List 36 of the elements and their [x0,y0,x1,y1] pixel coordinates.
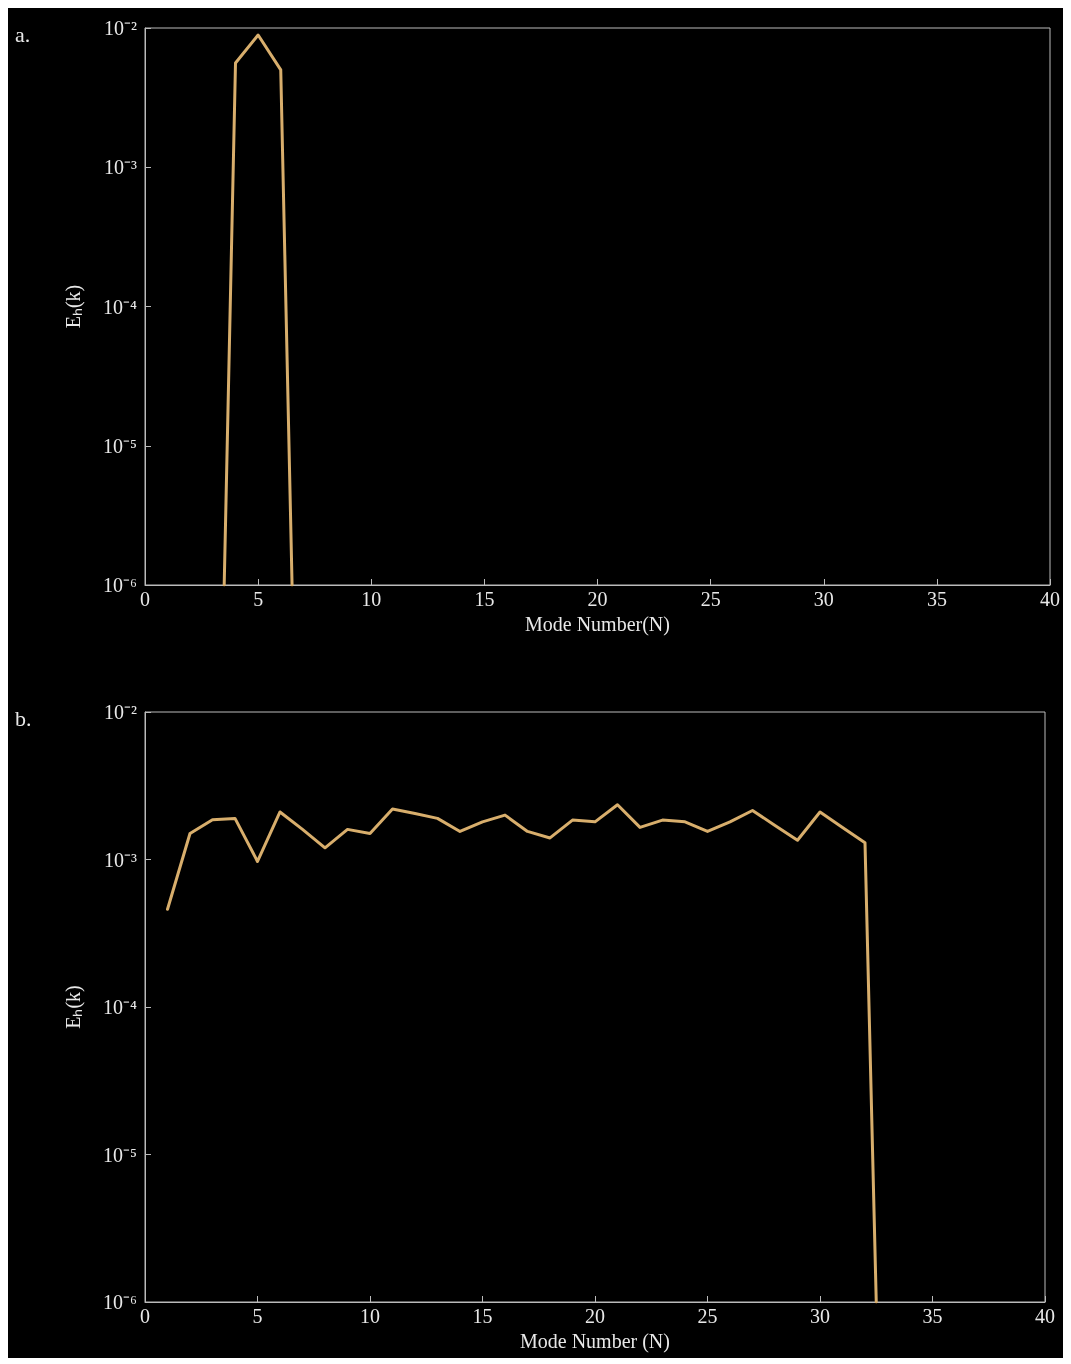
y-tick-label: 10⁻⁴ [103,996,138,1018]
chart-title: b. [15,705,32,731]
x-tick-label: 20 [585,1305,605,1327]
x-tick-label: 0 [140,1305,150,1327]
x-tick-label: 35 [926,588,947,610]
line-series [166,803,878,1304]
x-tick-label: 40 [1035,1305,1055,1327]
y-tick-label: 10⁻⁴ [103,295,138,318]
x-axis-title: Mode Number(N) [525,612,670,636]
y-tick-label: 10⁻⁶ [103,574,138,596]
x-tick-label: 5 [253,588,264,610]
x-tick-label: 5 [252,1305,263,1327]
y-tick-label: 10⁻³ [104,156,137,179]
x-tick-label: 20 [587,588,608,610]
y-tick-label: 10⁻⁵ [103,434,137,457]
x-tick-label: 25 [700,588,721,610]
x-tick-label: 15 [474,588,495,610]
y-tick-label: 10⁻² [104,17,137,39]
x-tick-label: 25 [697,1305,718,1327]
chart-title: a. [15,21,31,47]
x-tick-label: 10 [360,1305,380,1327]
x-tick-label: 15 [472,1305,493,1327]
x-tick-label: 0 [140,588,150,610]
x-tick-label: 30 [813,588,834,610]
line-series [222,33,294,587]
x-tick-label: 30 [810,1305,830,1327]
y-tick-label: 10⁻⁶ [103,1291,138,1313]
x-axis-title: Mode Number (N) [520,1329,670,1353]
y-tick-label: 10⁻³ [104,848,137,871]
y-axis-title: Eₕ(k) [62,284,85,329]
y-axis-title: Eₕ(k) [62,985,85,1029]
x-tick-label: 40 [1040,588,1060,610]
y-tick-label: 10⁻⁵ [103,1143,137,1166]
x-tick-label: 35 [922,1305,943,1327]
y-tick-label: 10⁻² [104,701,137,723]
x-tick-label: 10 [361,588,382,610]
